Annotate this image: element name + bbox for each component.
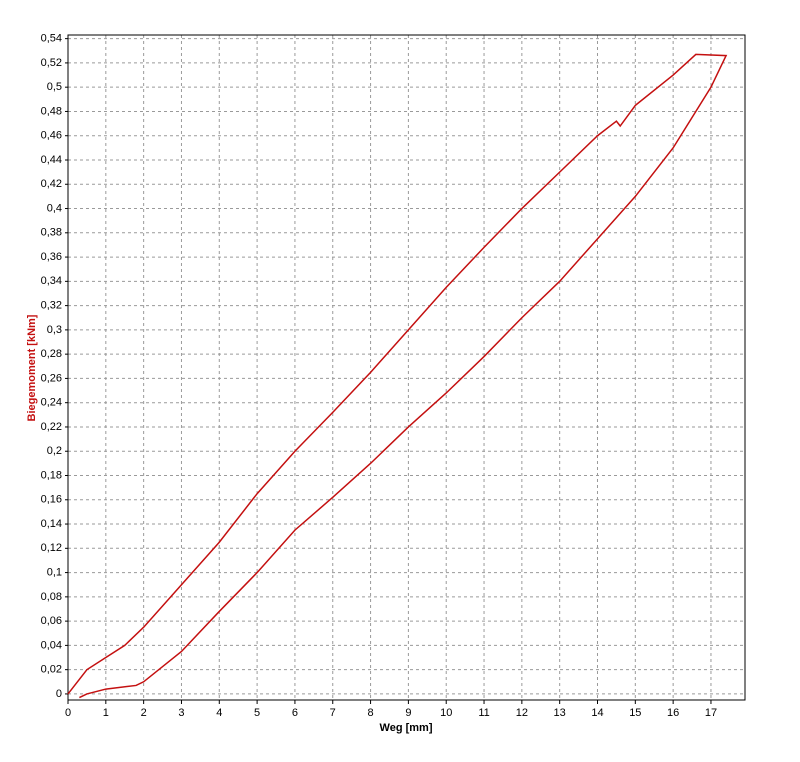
data-line bbox=[67, 53, 728, 699]
y-tick-label: 0,14 bbox=[41, 518, 62, 530]
y-tick-label: 0,24 bbox=[41, 397, 62, 409]
y-tick-label: 0,1 bbox=[47, 566, 62, 578]
y-tick-label: 0,18 bbox=[41, 469, 62, 481]
y-tick-label: 0,02 bbox=[41, 664, 62, 676]
x-axis-title: Weg [mm] bbox=[380, 722, 433, 734]
y-tick-label: 0,54 bbox=[41, 33, 62, 45]
x-tick-label: 4 bbox=[216, 707, 222, 719]
y-tick-label: 0,06 bbox=[41, 615, 62, 627]
x-tick-label: 1 bbox=[103, 707, 109, 719]
y-tick-label: 0,4 bbox=[47, 202, 62, 214]
y-tick-label: 0,08 bbox=[41, 591, 62, 603]
y-tick-label: 0,36 bbox=[41, 251, 62, 263]
x-tick-label: 8 bbox=[368, 707, 374, 719]
y-tick-label: 0,48 bbox=[41, 105, 62, 117]
x-tick-label: 2 bbox=[141, 707, 147, 719]
x-tick-label: 12 bbox=[516, 707, 528, 719]
x-tick-label: 13 bbox=[554, 707, 566, 719]
y-tick-label: 0,32 bbox=[41, 300, 62, 312]
y-tick-label: 0,28 bbox=[41, 348, 62, 360]
y-tick-label: 0,3 bbox=[47, 324, 62, 336]
y-tick-label: 0,16 bbox=[41, 494, 62, 506]
y-tick-label: 0,2 bbox=[47, 445, 62, 457]
x-tick-label: 7 bbox=[330, 707, 336, 719]
x-tick-label: 17 bbox=[705, 707, 717, 719]
y-tick-label: 0 bbox=[56, 688, 62, 700]
y-axis-title: Biegemoment [kNm] bbox=[26, 314, 38, 421]
x-tick-label: 11 bbox=[478, 707, 489, 719]
y-tick-label: 0,52 bbox=[41, 57, 62, 69]
y-tick-label: 0,34 bbox=[41, 275, 62, 287]
x-tick-label: 3 bbox=[178, 707, 184, 719]
y-tick-label: 0,22 bbox=[41, 421, 62, 433]
y-tick-label: 0,42 bbox=[41, 178, 62, 190]
x-tick-label: 16 bbox=[667, 707, 679, 719]
y-tick-label: 0,26 bbox=[41, 372, 62, 384]
x-tick-label: 5 bbox=[254, 707, 260, 719]
y-tick-label: 0,12 bbox=[41, 542, 62, 554]
x-tick-label: 15 bbox=[629, 707, 641, 719]
x-tick-label: 14 bbox=[591, 707, 603, 719]
plot-frame bbox=[67, 34, 746, 701]
y-tick-label: 0,46 bbox=[41, 130, 62, 142]
y-tick-label: 0,5 bbox=[47, 81, 62, 93]
x-tick-label: 10 bbox=[440, 707, 452, 719]
x-tick-label: 6 bbox=[292, 707, 298, 719]
y-tick-label: 0,04 bbox=[41, 639, 62, 651]
y-tick-label: 0,44 bbox=[41, 154, 62, 166]
x-tick-label: 9 bbox=[405, 707, 411, 719]
x-tick-label: 0 bbox=[65, 707, 71, 719]
y-tick-label: 0,38 bbox=[41, 227, 62, 239]
